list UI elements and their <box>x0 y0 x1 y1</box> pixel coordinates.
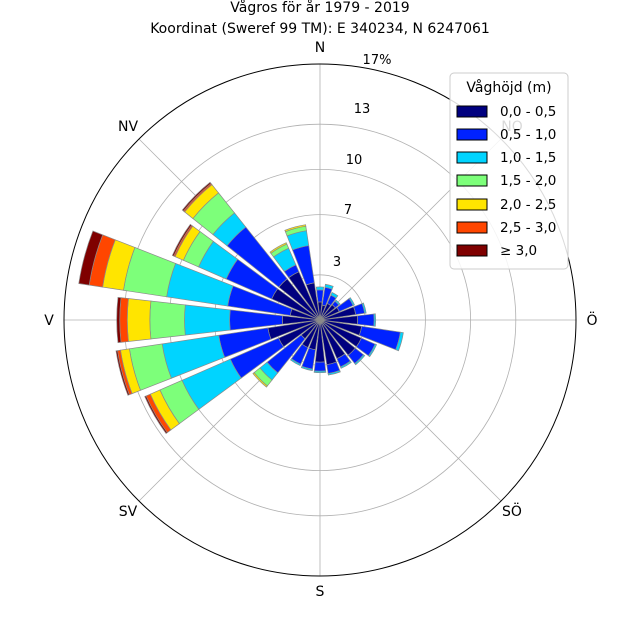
rose-bar-270-bin-4 <box>126 298 152 342</box>
legend-swatch-3 <box>456 174 488 187</box>
rose-bar-60-bin-2 <box>348 297 355 306</box>
legend-label-5: 2,5 - 3,0 <box>500 220 556 236</box>
rose-bar-45-bin-2 <box>334 299 341 306</box>
ring-label-17: 17% <box>363 53 392 68</box>
rose-bar-330-bin-4 <box>269 242 288 254</box>
rose-bar-270-bin-6 <box>116 296 122 344</box>
dir-label-nv: NV <box>118 119 138 135</box>
rose-bar-90-bin-2 <box>373 313 377 327</box>
rose-bar-135-bin-2 <box>354 354 366 366</box>
legend-swatch-0 <box>456 105 488 118</box>
dir-label-v: V <box>44 313 54 329</box>
legend-title: Våghöjd (m) <box>466 79 551 96</box>
dir-label-o: Ö <box>586 311 597 329</box>
rose-bar-180-bin-2 <box>313 370 327 374</box>
rose-bar-315-bin-6 <box>181 181 212 212</box>
legend-label-0: 0,0 - 0,5 <box>500 104 556 120</box>
legend-label-1: 0,5 - 1,0 <box>500 127 556 143</box>
ring-label-13: 13 <box>354 102 371 117</box>
rose-bar-345-bin-4 <box>284 224 307 233</box>
rose-bar-30-bin-2 <box>330 291 339 299</box>
rose-bar-270-bin-5 <box>119 297 129 343</box>
polar-outer-frame <box>63 63 577 577</box>
rose-bar-180-bin-1 <box>313 361 327 372</box>
rose-bar-90-bin-1 <box>357 313 375 327</box>
rose-bar-105-bin-2 <box>395 331 404 352</box>
rose-bar-120-bin-2 <box>367 343 378 358</box>
legend: Våghöjd (m) 0,0 - 0,5 0,5 - 1,0 1,0 - 1,… <box>449 72 569 270</box>
radial-tick-labels: 3 7 10 13 17% <box>333 53 392 270</box>
legend-swatch-2 <box>456 151 488 164</box>
legend-label-4: 2,0 - 2,5 <box>500 197 556 213</box>
ring-label-7: 7 <box>344 203 352 218</box>
legend-swatch-1 <box>456 128 488 141</box>
legend-label-3: 1,5 - 2,0 <box>500 173 556 189</box>
rose-bar-195-bin-2 <box>300 365 313 372</box>
ring-label-3: 3 <box>333 255 341 270</box>
chart-subtitle: Koordinat (Sweref 99 TM): E 340234, N 62… <box>150 21 490 37</box>
chart-title: Vågros för år 1979 - 2019 <box>230 0 409 16</box>
rose-bar-270-bin-3 <box>149 300 186 340</box>
legend-swatch-5 <box>456 221 488 234</box>
rose-bar-0-bin-1 <box>316 289 324 303</box>
rose-bar-15-bin-2 <box>324 283 334 290</box>
dir-label-s: S <box>316 584 325 600</box>
rose-bar-150-bin-2 <box>340 360 352 369</box>
rose-bar-210-bin-2 <box>290 358 302 367</box>
rose-bar-300-bin-6 <box>171 223 193 257</box>
legend-swatch-6 <box>456 244 488 257</box>
dir-label-so: SÖ <box>502 502 522 520</box>
legend-label-6: ≥ 3,0 <box>500 243 537 259</box>
rose-bar-75-bin-2 <box>361 302 367 314</box>
rose-bar-225-bin-4 <box>252 372 268 388</box>
rose-bar-0-bin-2 <box>315 286 325 291</box>
rose-bars <box>78 181 404 434</box>
dir-label-sv: SV <box>119 504 138 520</box>
rose-bar-165-bin-2 <box>327 370 341 376</box>
legend-label-2: 1,0 - 1,5 <box>500 150 556 166</box>
legend-swatch-4 <box>456 198 488 211</box>
dir-label-n: N <box>315 40 325 56</box>
rose-bar-270-bin-2 <box>184 304 231 336</box>
rose-bar-285-bin-6 <box>78 230 104 286</box>
legend-box <box>449 72 569 270</box>
rose-bar-255-bin-6 <box>115 350 130 396</box>
ring-label-10: 10 <box>346 153 363 168</box>
rose-bar-240-bin-6 <box>144 395 168 434</box>
